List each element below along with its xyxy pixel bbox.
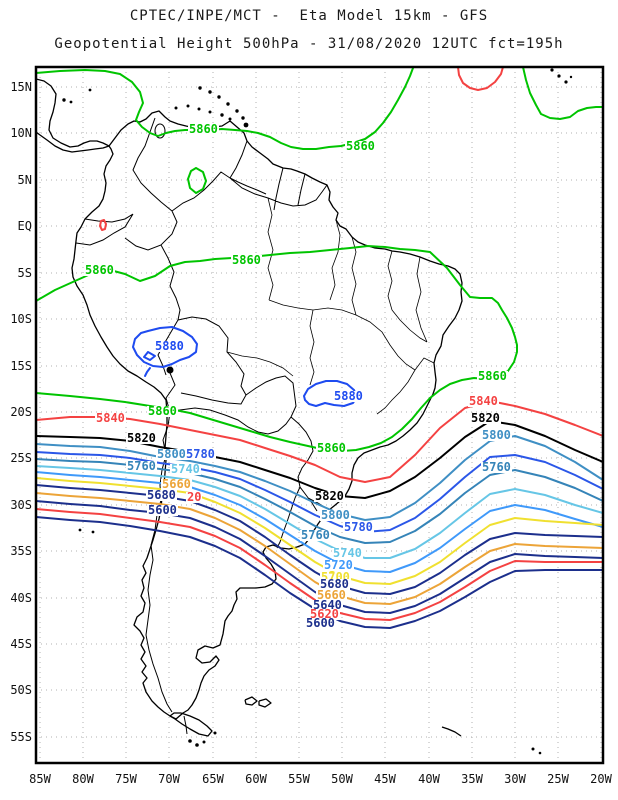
contour-label-5780: 5780 xyxy=(343,520,374,534)
lat-tick-55S: 55S xyxy=(10,730,32,744)
contour-5860-topright xyxy=(522,67,603,120)
contour-5860-loop-venezuela xyxy=(187,167,207,194)
contour-5840 xyxy=(36,400,603,483)
contour-label-5820: 5820 xyxy=(314,489,345,503)
contour-label-5660: 5660 xyxy=(316,588,347,602)
contour-label-5660: 5660 xyxy=(161,477,192,491)
lat-tick-15S: 15S xyxy=(10,359,32,373)
contour-label-5640: 5640 xyxy=(312,598,343,612)
contour-label-5800: 5800 xyxy=(320,508,351,522)
lon-tick-75W: 75W xyxy=(115,772,137,786)
lon-tick-50W: 50W xyxy=(331,772,353,786)
contour-label-5620: 5620 xyxy=(309,607,340,621)
contour-label-5820: 5820 xyxy=(126,431,157,445)
contour-5820 xyxy=(36,420,603,499)
contour-label-5800: 5800 xyxy=(156,447,187,461)
lat-tick-EQ: EQ xyxy=(17,219,32,233)
contour-label-5880: 5880 xyxy=(333,389,364,403)
lakes-islands xyxy=(62,68,573,755)
lat-tick-35S: 35S xyxy=(10,544,32,558)
contour-label-5860: 5860 xyxy=(84,263,115,277)
contour-label-5760: 5760 xyxy=(300,528,331,542)
lon-tick-85W: 85W xyxy=(29,772,51,786)
lat-tick-25S: 25S xyxy=(10,451,32,465)
contour-label-5600: 5600 xyxy=(305,616,336,630)
contour-label-5760: 5760 xyxy=(481,460,512,474)
contour-label-5860: 5860 xyxy=(231,253,262,267)
island-falkland-east xyxy=(258,698,272,708)
contour-label-5740: 5740 xyxy=(170,462,201,476)
country-borders xyxy=(75,117,332,735)
lon-tick-30W: 30W xyxy=(504,772,526,786)
contour-5720 xyxy=(36,471,603,573)
contour-label-5680: 5680 xyxy=(146,488,177,502)
lat-tick-10N: 10N xyxy=(10,126,32,140)
lon-tick-45W: 45W xyxy=(374,772,396,786)
atlantic-islands xyxy=(78,68,573,755)
lat-tick-50S: 50S xyxy=(10,683,32,697)
contour-label-5860: 5860 xyxy=(345,139,376,153)
contour-label-5860: 5860 xyxy=(477,369,508,383)
lake-titicaca xyxy=(166,366,174,374)
contour-5880-peru-inner xyxy=(143,351,156,361)
contour-label-5840: 5840 xyxy=(468,394,499,408)
lon-tick-70W: 70W xyxy=(158,772,180,786)
lat-tick-5N: 5N xyxy=(17,173,32,187)
lon-tick-60W: 60W xyxy=(245,772,267,786)
lat-tick-10S: 10S xyxy=(10,312,32,326)
contour-label-5600: 5600 xyxy=(147,503,178,517)
contour-label-5860: 5860 xyxy=(147,404,178,418)
contour-5740 xyxy=(36,465,603,559)
contour-5880-peru xyxy=(132,326,198,368)
contour-label-5760: 5760 xyxy=(126,459,157,473)
contour-5860-north xyxy=(36,67,414,150)
contour-label-5680: 5680 xyxy=(319,577,350,591)
caribbean-islands xyxy=(62,86,249,128)
lon-tick-25W: 25W xyxy=(547,772,569,786)
lat-tick-40S: 40S xyxy=(10,591,32,605)
page-subtitle: Geopotential Height 500hPa - 31/08/2020 … xyxy=(54,36,564,52)
lon-tick-35W: 35W xyxy=(461,772,483,786)
lon-tick-20W: 20W xyxy=(590,772,612,786)
contours xyxy=(36,67,603,629)
contour-label-5780: 5780 xyxy=(185,447,216,461)
lon-tick-55W: 55W xyxy=(288,772,310,786)
island-falkland-west xyxy=(244,696,258,706)
map-frame xyxy=(34,65,605,765)
contour-label-5860: 5860 xyxy=(188,122,219,136)
island-south-georgia xyxy=(441,726,462,737)
contour-5840-top xyxy=(457,67,504,91)
contour-5880-peru-tail xyxy=(144,367,151,377)
coastline-central-america xyxy=(36,78,110,153)
lat-tick-20S: 20S xyxy=(10,405,32,419)
contour-label-5860: 5860 xyxy=(316,441,347,455)
contour-label-5720: 5720 xyxy=(323,558,354,572)
lat-tick-30S: 30S xyxy=(10,498,32,512)
contour-5860-main xyxy=(36,245,518,452)
lat-tick-15N: 15N xyxy=(10,80,32,94)
coastline-south-america xyxy=(36,78,463,737)
lon-tick-80W: 80W xyxy=(72,772,94,786)
page-title: CPTEC/INPE/MCT - Eta Model 15km - GFS xyxy=(129,8,489,24)
contour-label-5840: 5840 xyxy=(95,411,126,425)
contour-label-5820: 5820 xyxy=(470,411,501,425)
contour-label-5800: 5800 xyxy=(481,428,512,442)
island-tierra-del-fuego xyxy=(169,712,213,737)
contour-small-ecuador xyxy=(99,219,107,231)
contour-label-5880: 5880 xyxy=(154,339,185,353)
lon-tick-40W: 40W xyxy=(418,772,440,786)
contour-label-5740: 5740 xyxy=(332,546,363,560)
contour-label-5620: 20 xyxy=(186,490,203,504)
lat-tick-5S: 5S xyxy=(17,266,32,280)
lake-maracaibo xyxy=(154,123,166,139)
lon-tick-65W: 65W xyxy=(202,772,224,786)
state-borders xyxy=(226,197,435,415)
lat-tick-45S: 45S xyxy=(10,637,32,651)
